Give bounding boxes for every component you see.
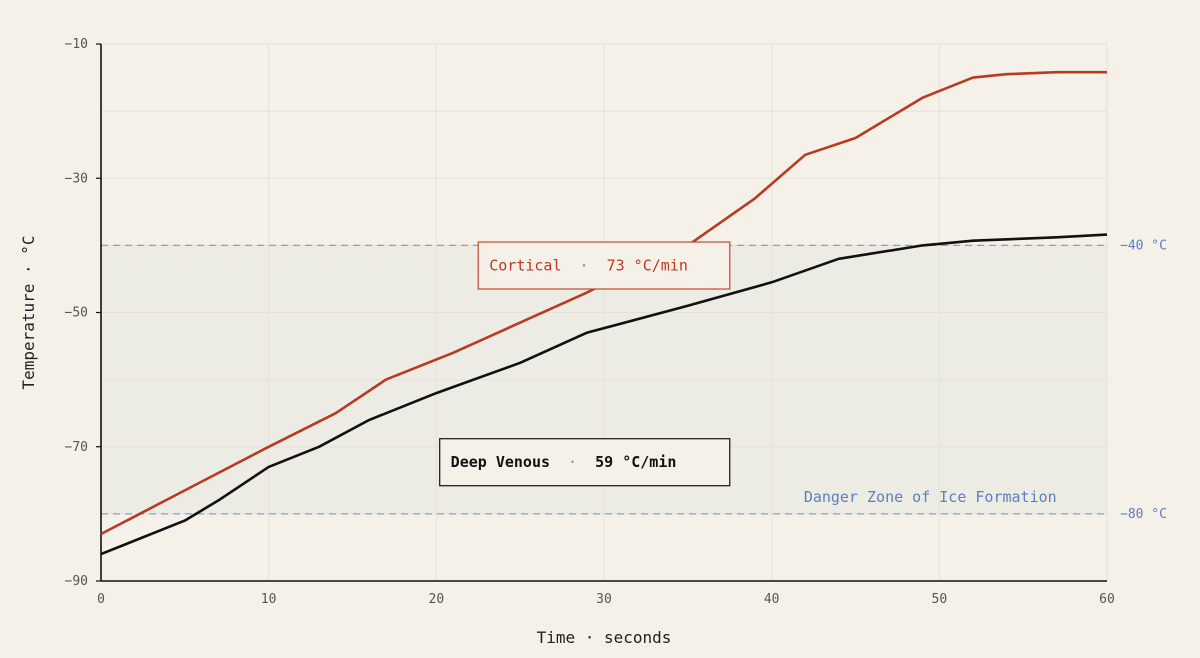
reference-line-label: −80 °C	[1120, 507, 1167, 522]
callout-deep-venous-text: Deep Venous · 59 °C/min	[451, 453, 677, 471]
callout-cortical: Cortical · 73 °C/min	[477, 241, 731, 290]
callout-deep-venous-separator: ·	[568, 453, 577, 471]
y-tick-label: −50	[65, 306, 88, 321]
x-tick-label: 20	[429, 592, 445, 607]
y-tick-label: −90	[65, 574, 88, 589]
callout-cortical-name: Cortical	[489, 257, 561, 275]
callout-deep-venous-name: Deep Venous	[451, 453, 550, 471]
x-axis-title: Time · seconds	[537, 628, 672, 647]
callout-cortical-separator: ·	[580, 257, 589, 275]
callout-deep-venous-box	[439, 438, 731, 487]
tick-labels: 0 10 20 30 40 50 60 −10 −30 −50 −70 −90	[65, 37, 1115, 607]
danger-zone-label: Danger Zone of Ice Formation	[804, 488, 1057, 506]
reference-line-label: −40 °C	[1120, 238, 1167, 253]
reference-lines: −40 °C −80 °C	[101, 238, 1167, 522]
y-tick-label: −70	[65, 440, 88, 455]
callout-deep-venous-value: 59 °C/min	[595, 453, 676, 471]
x-tick-label: 60	[1099, 592, 1115, 607]
x-tick-label: 30	[596, 592, 612, 607]
x-tick-label: 40	[764, 592, 780, 607]
callout-cortical-text: Cortical · 73 °C/min	[489, 257, 688, 275]
series-line-deep-venous	[100, 233, 1108, 556]
x-tick-label: 10	[261, 592, 277, 607]
y-axis-title: Temperature · °C	[19, 235, 38, 389]
callout-cortical-value: 73 °C/min	[607, 257, 688, 275]
y-tick-label: −10	[65, 37, 88, 52]
callout-cortical-box	[477, 241, 731, 290]
x-tick-label: 0	[97, 592, 105, 607]
x-tick-label: 50	[932, 592, 948, 607]
callout-deep-venous: Deep Venous · 59 °C/min	[439, 438, 731, 487]
y-tick-label: −30	[65, 171, 88, 186]
